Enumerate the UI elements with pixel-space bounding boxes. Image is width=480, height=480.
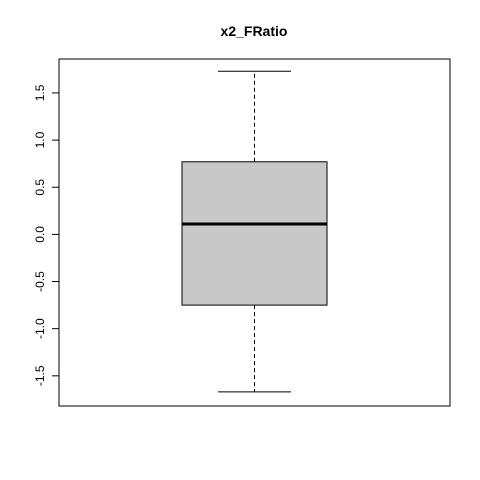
y-tick-label: -0.5 <box>33 271 47 292</box>
chart-title: x2_FRatio <box>221 23 288 39</box>
y-tick-label: 1.0 <box>33 131 47 148</box>
y-tick-label: 0.5 <box>33 179 47 196</box>
y-tick-label: 1.5 <box>33 84 47 101</box>
y-tick-label: 0.0 <box>33 226 47 243</box>
y-tick-label: -1.0 <box>33 318 47 339</box>
box-group <box>181 70 328 393</box>
y-tick-label: -1.5 <box>33 365 47 386</box>
interquartile-box <box>181 161 328 306</box>
y-axis: -1.5 -1.0 -0.5 0.0 0.5 1.0 1.5 <box>33 84 60 386</box>
